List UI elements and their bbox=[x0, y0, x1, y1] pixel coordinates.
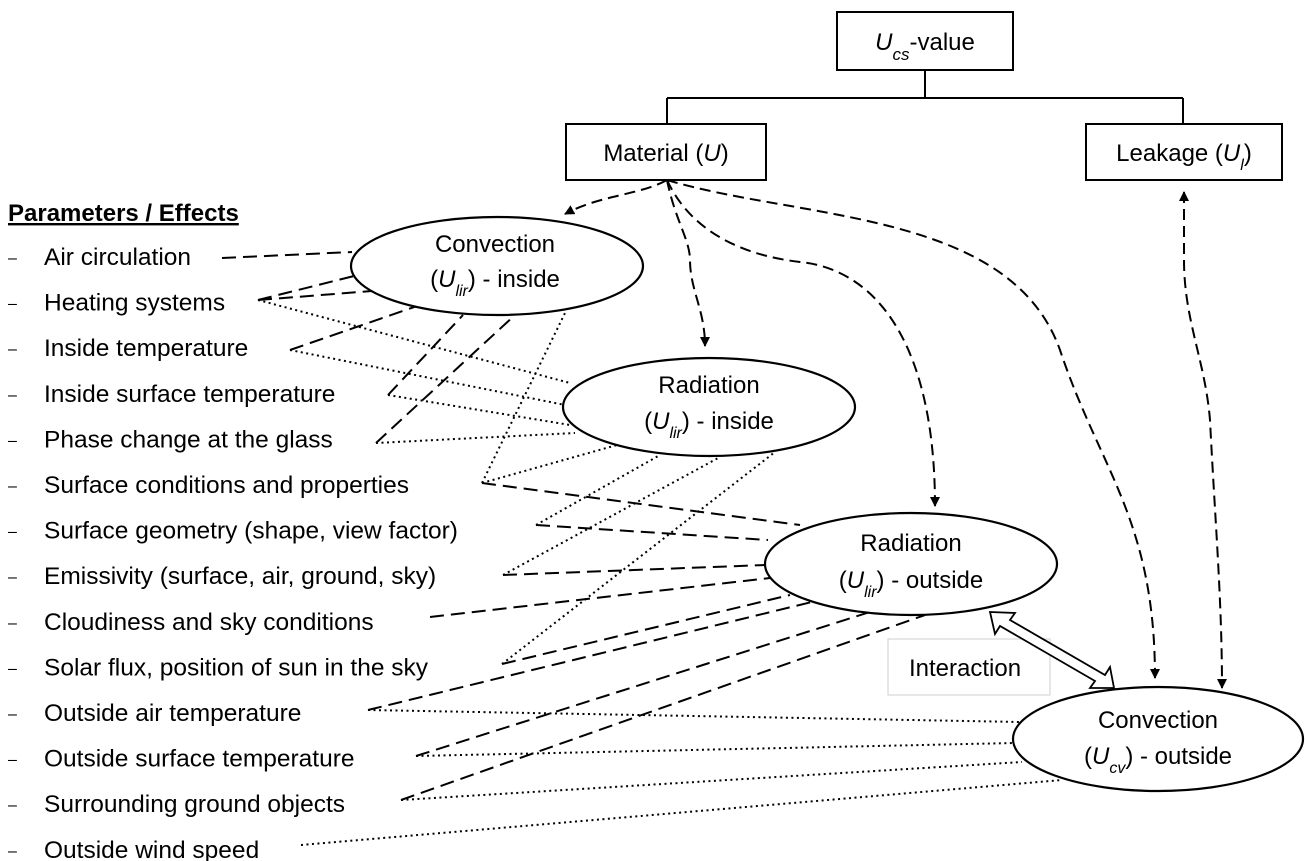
parameter-item: Inside surface temperature bbox=[44, 381, 335, 408]
parameter-bullet: – bbox=[8, 797, 17, 814]
convection-outside-suffix: ) - outside bbox=[1125, 743, 1232, 770]
radiation-outside-open: ( bbox=[839, 567, 847, 594]
parameter-bullet: – bbox=[8, 341, 17, 358]
material-suffix: ) bbox=[721, 140, 729, 167]
svg-text:(Ulir) - outside: (Ulir) - outside bbox=[839, 567, 984, 601]
parameter-bullet: – bbox=[8, 569, 17, 586]
ucs-suffix: -value bbox=[909, 29, 974, 56]
svg-text:Leakage (Ul): Leakage (Ul) bbox=[1116, 140, 1252, 174]
radiation-outside-symbol: U bbox=[847, 567, 865, 594]
convection-outside-open: ( bbox=[1084, 743, 1092, 770]
interaction-arrow: Interaction bbox=[887, 611, 1116, 696]
parameter-item: Air circulation bbox=[44, 244, 191, 271]
parameter-bullet: – bbox=[8, 660, 17, 677]
leakage-suffix: ) bbox=[1244, 140, 1252, 167]
radiation-inside-line1: Radiation bbox=[658, 372, 759, 399]
convection-inside-symbol: U bbox=[438, 266, 456, 293]
parameter-item: Cloudiness and sky conditions bbox=[44, 609, 374, 636]
parameters-heading: Parameters / Effects bbox=[8, 200, 239, 227]
radiation-outside-node: Radiation (Ulir) - outside bbox=[763, 511, 1059, 617]
leakage-symbol: U bbox=[1223, 140, 1241, 167]
leakage-prefix: Leakage ( bbox=[1116, 140, 1223, 167]
parameter-item: Outside air temperature bbox=[44, 700, 301, 727]
leakage-node: Leakage (Ul) bbox=[1085, 123, 1283, 181]
material-prefix: Material ( bbox=[603, 140, 703, 167]
radiation-inside-open: ( bbox=[644, 408, 652, 435]
parameter-item: Emissivity (surface, air, ground, sky) bbox=[44, 563, 436, 590]
radiation-outside-line1: Radiation bbox=[860, 530, 961, 557]
ucs-value-node: Ucs-value bbox=[836, 11, 1014, 71]
convection-outside-subscript: cv bbox=[1109, 760, 1126, 777]
parameter-item: Heating systems bbox=[44, 290, 225, 317]
leakage-subscript: l bbox=[1240, 157, 1244, 174]
radiation-inside-suffix: ) - inside bbox=[682, 408, 774, 435]
parameter-bullet: – bbox=[8, 752, 17, 769]
material-arrows bbox=[564, 179, 1227, 689]
svg-text:(Ulir) - inside: (Ulir) - inside bbox=[430, 266, 560, 300]
parameters-items: – Air circulation – Heating systems – Inside … bbox=[8, 244, 458, 861]
svg-text:(Ucv) - outside: (Ucv) - outside bbox=[1084, 743, 1232, 777]
convection-outside-line1: Convection bbox=[1098, 707, 1218, 734]
svg-text:Ucs-value: Ucs-value bbox=[875, 29, 975, 64]
parameter-bullet: – bbox=[8, 250, 17, 267]
parameter-item: Surface geometry (shape, view factor) bbox=[44, 518, 458, 545]
convection-inside-line1: Convection bbox=[435, 231, 555, 258]
radiation-inside-symbol: U bbox=[652, 408, 670, 435]
parameter-item: Surface conditions and properties bbox=[44, 472, 409, 499]
parameter-item: Inside temperature bbox=[44, 335, 248, 362]
parameter-bullet: – bbox=[8, 843, 17, 860]
parameter-bullet: – bbox=[8, 524, 17, 541]
radiation-outside-suffix: ) - outside bbox=[877, 567, 984, 594]
parameters-list: Parameters / Effects – Air circulation – He… bbox=[8, 200, 458, 861]
interaction-box bbox=[887, 638, 1051, 696]
convection-inside-open: ( bbox=[430, 266, 438, 293]
radiation-outside-subscript: lir bbox=[864, 584, 877, 601]
interaction-label: Interaction bbox=[909, 655, 1021, 682]
parameter-item: Surrounding ground objects bbox=[44, 791, 345, 818]
convection-inside-node: Convection (Ulir) - inside bbox=[349, 215, 645, 317]
radiation-inside-node: Radiation (Ulir) - inside bbox=[561, 356, 857, 458]
material-symbol: U bbox=[703, 140, 721, 167]
dotted-relations bbox=[257, 299, 1063, 846]
convection-inside-subscript: lir bbox=[455, 283, 468, 300]
ucs-subscript: cs bbox=[892, 45, 910, 64]
dashed-relations bbox=[221, 251, 926, 801]
radiation-inside-subscript: lir bbox=[669, 425, 682, 442]
parameter-item: Solar flux, position of sun in the sky bbox=[44, 654, 429, 681]
convection-inside-suffix: ) - inside bbox=[468, 266, 560, 293]
parameter-item: Outside surface temperature bbox=[44, 746, 355, 773]
parameter-item: Phase change at the glass bbox=[44, 426, 333, 453]
parameter-bullet: – bbox=[8, 478, 17, 495]
parameter-bullet: – bbox=[8, 432, 17, 449]
convection-outside-node: Convection (Ucv) - outside bbox=[1011, 685, 1305, 793]
parameter-bullet: – bbox=[8, 615, 17, 632]
convection-outside-symbol: U bbox=[1092, 743, 1110, 770]
parameter-bullet: – bbox=[8, 296, 17, 313]
parameter-item: Outside wind speed bbox=[44, 837, 259, 861]
material-node: Material (U) bbox=[565, 123, 767, 181]
tree-connectors bbox=[666, 70, 1184, 124]
ucs-symbol: U bbox=[875, 29, 893, 56]
parameter-bullet: – bbox=[8, 706, 17, 723]
parameter-bullet: – bbox=[8, 387, 17, 404]
svg-text:Material (U): Material (U) bbox=[603, 140, 728, 167]
svg-text:(Ulir) - inside: (Ulir) - inside bbox=[644, 408, 774, 442]
double-arrow-icon bbox=[988, 611, 1116, 689]
